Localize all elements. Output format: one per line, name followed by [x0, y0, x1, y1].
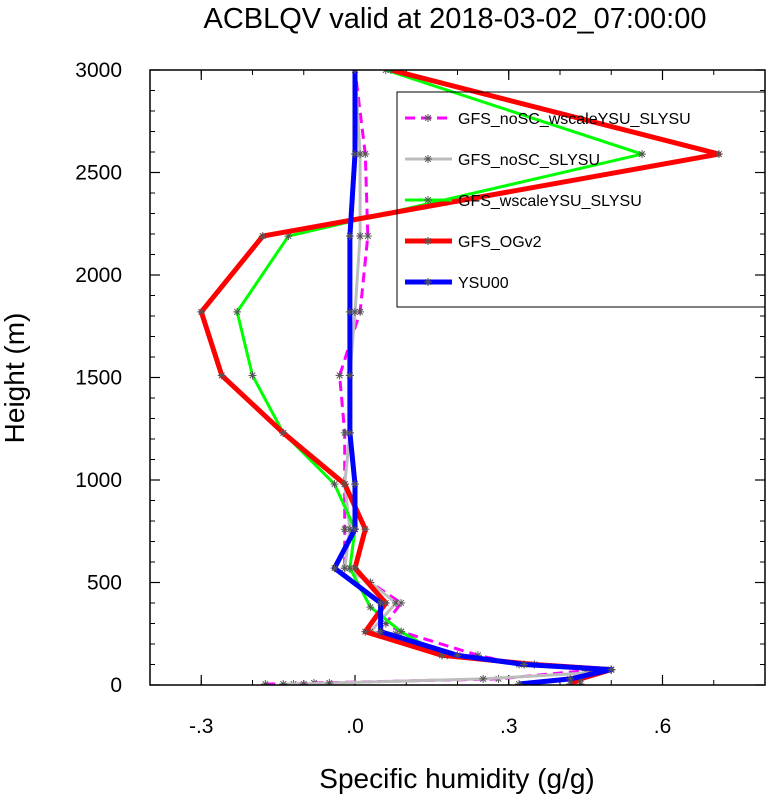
series-line-4	[332, 70, 614, 685]
x-tick-label: -.3	[189, 715, 214, 738]
data-point	[197, 307, 206, 316]
data-point	[345, 232, 354, 241]
data-point	[515, 679, 523, 685]
data-point	[217, 371, 226, 380]
y-tick-label: 1000	[75, 469, 122, 492]
data-point	[351, 564, 359, 573]
x-tick-label: .0	[346, 715, 364, 738]
data-point	[335, 371, 344, 380]
data-point	[258, 232, 267, 241]
data-point	[366, 603, 375, 612]
data-point	[520, 660, 529, 669]
data-point	[330, 564, 339, 573]
data-point	[345, 371, 354, 380]
y-tick-label: 1500	[75, 367, 122, 390]
data-point	[233, 307, 242, 316]
y-tick-label: 500	[87, 572, 122, 595]
y-tick-label: 3000	[75, 59, 122, 82]
data-point	[330, 480, 339, 489]
x-tick-label: .3	[500, 715, 518, 738]
data-point	[279, 428, 288, 437]
data-point	[392, 599, 400, 607]
y-tick-label: 2500	[75, 162, 122, 185]
data-point	[424, 196, 432, 204]
data-point	[351, 480, 359, 489]
legend-label: GFS_OGv2	[458, 234, 542, 251]
data-point	[714, 150, 723, 159]
y-tick-label: 2000	[75, 264, 122, 287]
data-point	[424, 114, 432, 122]
data-point	[607, 665, 616, 674]
legend-label: YSU00	[458, 275, 509, 292]
data-point	[356, 150, 365, 159]
data-point	[453, 651, 462, 660]
data-point	[424, 155, 432, 163]
data-point	[361, 627, 370, 636]
data-point	[638, 150, 646, 159]
chart-title: ACBLQV valid at 2018-03-02_07:00:00	[203, 3, 706, 35]
data-point	[376, 627, 385, 636]
data-point	[351, 70, 359, 74]
data-point	[397, 627, 406, 636]
legend-box	[396, 91, 766, 308]
y-tick-label: 0	[110, 674, 122, 697]
data-point	[340, 480, 349, 489]
legend-label: GFS_wscaleYSU_SLYSU	[458, 193, 642, 210]
data-point	[363, 232, 372, 241]
data-point	[299, 679, 308, 685]
data-point	[424, 278, 432, 286]
data-point	[397, 599, 406, 607]
data-point	[424, 237, 432, 245]
data-point	[356, 232, 365, 241]
data-point	[386, 70, 395, 74]
data-point	[351, 150, 359, 159]
legend-label: GFS_noSC_SLYSU	[458, 152, 600, 169]
y-axis-label: Height (m)	[0, 313, 30, 444]
data-point	[479, 674, 488, 683]
data-point	[381, 70, 390, 74]
data-point	[279, 679, 288, 685]
data-point	[261, 679, 270, 685]
data-point	[381, 599, 390, 607]
data-point	[351, 525, 359, 534]
data-point	[361, 525, 370, 534]
data-point	[248, 371, 257, 380]
axis-ticks: -.3 .0 .3 .6 0 500 1000 1500 2000 2500 3000	[75, 59, 766, 738]
data-point	[376, 599, 385, 607]
data-point	[566, 674, 575, 683]
data-point	[345, 307, 354, 316]
series-layer	[197, 70, 723, 685]
x-axis-label: Specific humidity (g/g)	[319, 763, 594, 794]
x-tick-label: .6	[654, 715, 672, 738]
plot-area	[197, 70, 723, 685]
legend-label: GFS_noSC_wscaleYSU_SLYSU	[458, 111, 691, 128]
legend: GFS_noSC_wscaleYSU_SLYSU GFS_noSC_SLYSU GF…	[396, 91, 766, 308]
plot-frame	[149, 69, 766, 686]
data-point	[345, 428, 354, 437]
